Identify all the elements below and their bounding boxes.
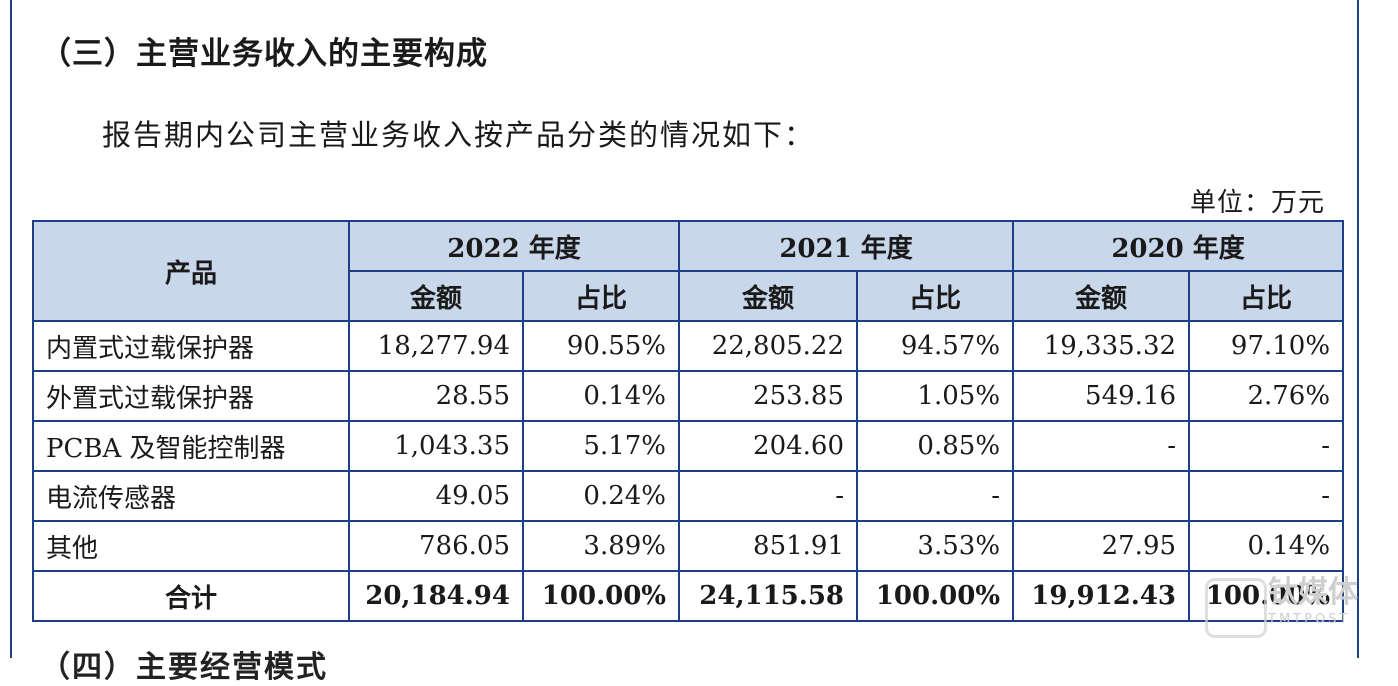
amount-cell: 19,335.32 xyxy=(1012,320,1191,372)
total-share-cell: 100.00% xyxy=(521,570,681,622)
product-name: 其他 xyxy=(32,520,350,572)
amount-cell: - xyxy=(1012,420,1191,472)
right-border-rule xyxy=(1357,0,1359,658)
share-cell: 1.05% xyxy=(856,370,1015,422)
intro-paragraph: 报告期内公司主营业务收入按产品分类的情况如下： xyxy=(102,118,816,152)
table-row: PCBA 及智能控制器 1,043.35 5.17% 204.60 0.85% … xyxy=(32,420,1345,472)
product-name: 电流传感器 xyxy=(32,470,350,522)
revenue-table: 产品 2022 年度 2021 年度 2020 年度 金额 占比 金额 占比 金… xyxy=(32,220,1345,622)
watermark-text: 钛媒体 xyxy=(1268,575,1358,610)
share-cell: 97.10% xyxy=(1188,320,1345,372)
amount-cell: 49.05 xyxy=(348,470,524,522)
table-row: 电流传感器 49.05 0.24% - - - xyxy=(32,470,1345,522)
section-heading: （三）主营业务收入的主要构成 xyxy=(40,36,488,72)
unit-label: 单位：万元 xyxy=(1190,188,1326,218)
share-header: 占比 xyxy=(521,270,681,322)
share-header: 占比 xyxy=(1188,270,1345,322)
amount-cell: - xyxy=(678,470,859,522)
year-header-2022: 2022 年度 xyxy=(347,220,681,272)
share-cell: 0.24% xyxy=(521,470,681,522)
amount-cell: 253.85 xyxy=(678,370,859,422)
amount-header: 金额 xyxy=(678,270,859,322)
total-label: 合计 xyxy=(32,570,350,622)
year-header-2020: 2020 年度 xyxy=(1012,220,1345,272)
amount-cell xyxy=(1012,470,1191,522)
next-section-heading: （四）主要经营模式 xyxy=(40,650,328,685)
share-cell: 90.55% xyxy=(521,320,681,372)
product-column-header: 产品 xyxy=(32,220,350,322)
total-row: 合计 20,184.94 100.00% 24,115.58 100.00% 1… xyxy=(32,570,1345,622)
total-share-cell: 100.00% xyxy=(856,570,1015,622)
share-cell: 94.57% xyxy=(856,320,1015,372)
total-amount-cell: 24,115.58 xyxy=(678,570,859,622)
share-cell: 0.85% xyxy=(856,420,1015,472)
product-name: 内置式过载保护器 xyxy=(32,320,350,372)
amount-cell: 28.55 xyxy=(348,370,524,422)
table-row: 内置式过载保护器 18,277.94 90.55% 22,805.22 94.5… xyxy=(32,320,1345,372)
amount-header: 金额 xyxy=(1012,270,1191,322)
amount-cell: 27.95 xyxy=(1012,520,1191,572)
amount-cell: 204.60 xyxy=(678,420,859,472)
year-header-2021: 2021 年度 xyxy=(678,220,1015,272)
left-border-rule xyxy=(10,0,12,658)
amount-cell: 549.16 xyxy=(1012,370,1191,422)
amount-cell: 18,277.94 xyxy=(348,320,524,372)
watermark-logo-icon xyxy=(1205,578,1267,638)
amount-header: 金额 xyxy=(348,270,524,322)
share-cell: 2.76% xyxy=(1188,370,1345,422)
total-amount-cell: 19,912.43 xyxy=(1012,570,1191,622)
share-header: 占比 xyxy=(856,270,1015,322)
amount-cell: 1,043.35 xyxy=(348,420,524,472)
total-amount-cell: 20,184.94 xyxy=(348,570,524,622)
share-cell: 3.53% xyxy=(856,520,1015,572)
share-cell: 0.14% xyxy=(521,370,681,422)
share-cell: 3.89% xyxy=(521,520,681,572)
share-cell: 5.17% xyxy=(521,420,681,472)
table-row: 其他 786.05 3.89% 851.91 3.53% 27.95 0.14% xyxy=(32,520,1345,572)
share-cell: - xyxy=(856,470,1015,522)
amount-cell: 851.91 xyxy=(678,520,859,572)
share-cell: - xyxy=(1188,420,1345,472)
product-name: 外置式过载保护器 xyxy=(32,370,350,422)
watermark-subtext: TMTPOST xyxy=(1268,612,1351,627)
amount-cell: 22,805.22 xyxy=(678,320,859,372)
share-cell: 0.14% xyxy=(1188,520,1345,572)
product-name: PCBA 及智能控制器 xyxy=(32,420,350,472)
amount-cell: 786.05 xyxy=(348,520,524,572)
table-row: 外置式过载保护器 28.55 0.14% 253.85 1.05% 549.16… xyxy=(32,370,1345,422)
share-cell: - xyxy=(1188,470,1345,522)
